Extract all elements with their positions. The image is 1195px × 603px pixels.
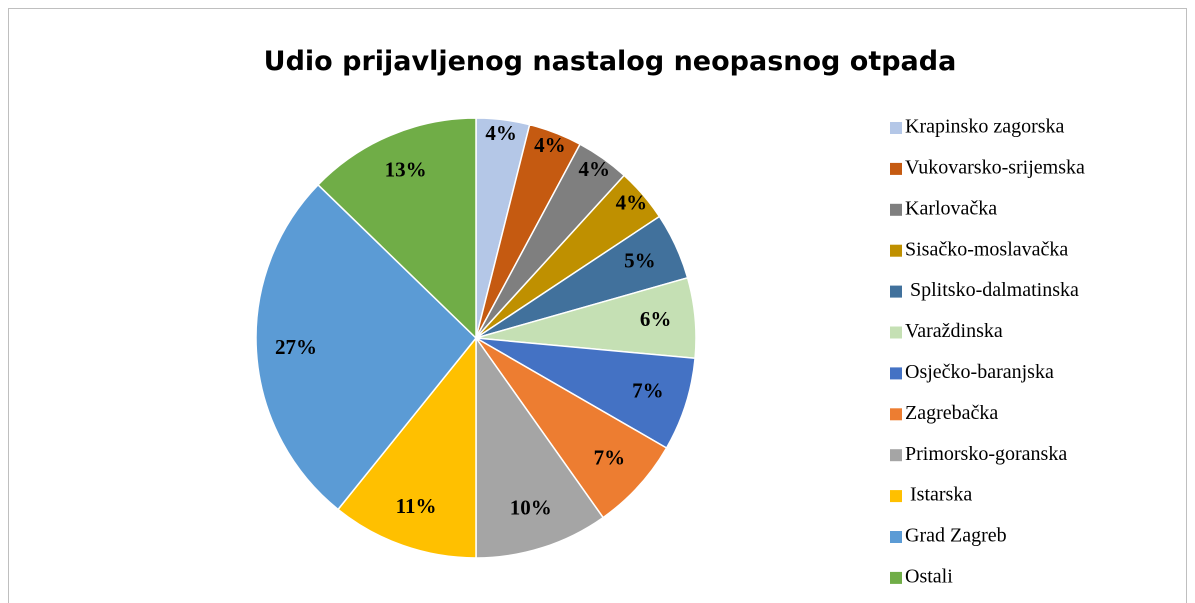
legend-swatch (890, 367, 902, 380)
legend-label: Sisačko-moslavačka (905, 238, 1068, 260)
data-label: 11% (396, 494, 437, 518)
legend-label: Ostali (905, 565, 953, 587)
legend-label: Krapinsko zagorska (905, 116, 1065, 138)
legend-swatch (890, 203, 902, 216)
data-label: 27% (275, 335, 317, 359)
data-label: 4% (485, 121, 517, 145)
data-label: 7% (594, 445, 626, 469)
data-label: 4% (616, 191, 648, 215)
data-label: 6% (640, 307, 672, 331)
data-label: 13% (385, 158, 427, 182)
legend-swatch (890, 408, 902, 421)
pie-slice (316, 117, 477, 340)
legend-label: Primorsko-goranska (905, 443, 1067, 465)
legend-label: Grad Zagreb (905, 525, 1007, 547)
legend-swatch (890, 571, 902, 584)
legend-label: Osječko-baranjska (905, 361, 1054, 383)
legend-swatch (890, 326, 902, 339)
pie-slice (337, 335, 477, 559)
data-label: 10% (510, 496, 552, 520)
pie-slice (255, 183, 478, 511)
chart-title: Udio prijavljenog nastalog neopasnog otp… (264, 46, 957, 77)
legend-swatch (890, 490, 902, 503)
chart-border (8, 8, 1187, 603)
data-label: 5% (624, 248, 656, 272)
legend-label: Splitsko-dalmatinska (905, 279, 1079, 301)
data-label: 4% (534, 133, 566, 157)
legend-label: Karlovačka (905, 197, 997, 219)
legend-swatch (890, 531, 902, 543)
legend-label: Vukovarsko-srijemska (905, 156, 1085, 178)
legend-swatch (890, 449, 902, 462)
legend-swatch (890, 244, 902, 257)
legend-label: Istarska (905, 484, 972, 506)
pie-slice (475, 335, 605, 559)
legend-label: Zagrebačka (905, 402, 998, 424)
data-label: 7% (632, 379, 664, 403)
data-label: 4% (578, 157, 610, 181)
legend-label: Varaždinska (905, 320, 1003, 342)
legend-swatch (890, 285, 902, 298)
legend-swatch (890, 122, 902, 134)
legend-swatch (890, 162, 902, 175)
